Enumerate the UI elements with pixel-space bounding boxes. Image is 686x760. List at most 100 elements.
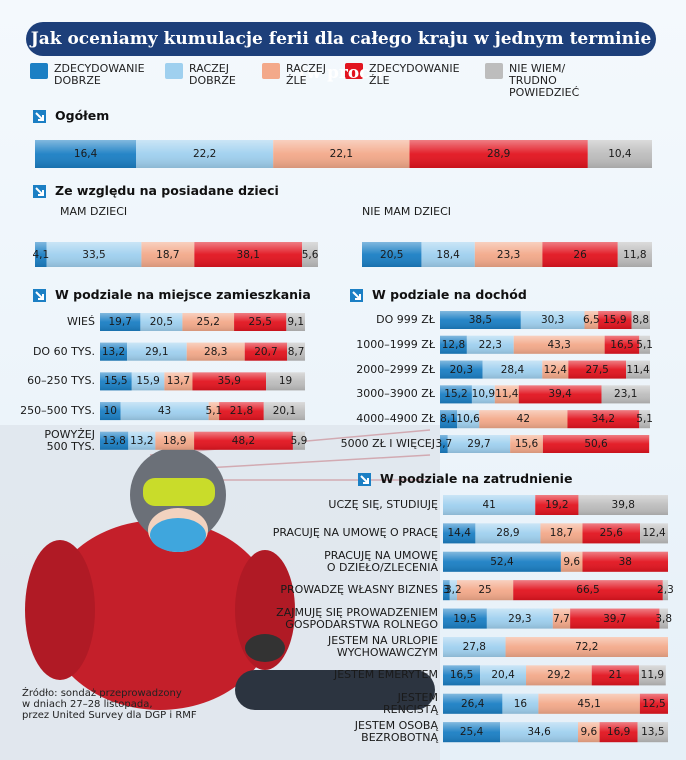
value-label: 13,7 <box>166 375 191 388</box>
section-title: Ogółem <box>55 108 110 123</box>
value-label: 12,4 <box>543 363 567 376</box>
legend-label: RACZEJ ŹLE <box>286 62 326 88</box>
value-label: 27,5 <box>585 363 609 376</box>
source-note: Źródło: sondaż przeprowadzony w dniach 2… <box>22 688 197 721</box>
value-label: 52,4 <box>490 556 514 569</box>
value-label: 22,2 <box>192 148 217 161</box>
value-label: 11,9 <box>640 669 665 682</box>
value-label: 25 <box>478 584 492 597</box>
value-label: 20,3 <box>449 363 474 376</box>
value-label: 28,9 <box>486 148 511 161</box>
category-label: WIEŚ <box>66 314 95 328</box>
section-title: Ze względu na posiadane dzieci <box>55 183 279 198</box>
value-label: 23,3 <box>496 248 521 261</box>
value-label: 38,1 <box>236 248 260 261</box>
value-label: 11,8 <box>623 248 647 261</box>
value-label: 25,5 <box>248 316 272 329</box>
legend-label: ZDECYDOWANIE DOBRZE <box>54 62 145 88</box>
category-label: 60–250 TYS. <box>27 374 95 388</box>
value-label: 45,1 <box>577 698 601 711</box>
section-icon-arrow <box>360 475 369 484</box>
value-label: 15,9 <box>603 314 627 327</box>
value-label: 12,4 <box>642 527 666 540</box>
value-label: 10,9 <box>471 388 496 401</box>
value-label: 9,6 <box>580 726 598 739</box>
value-label: 13,8 <box>102 435 126 448</box>
value-label: 19,2 <box>545 499 569 512</box>
section-title: W podziale na dochód <box>372 287 527 302</box>
legend-swatch <box>165 63 183 79</box>
value-label: 34,6 <box>527 726 551 739</box>
section-icon-arrow <box>35 112 44 121</box>
value-label: 12,5 <box>642 698 666 711</box>
value-label: 18,7 <box>156 248 180 261</box>
value-label: 18,4 <box>436 248 460 261</box>
category-label: PRACUJĘ NA UMOWĘ O PRACĘ <box>272 526 438 540</box>
value-label: 29,7 <box>467 438 491 451</box>
value-label: 7,7 <box>553 612 570 625</box>
value-label: 15,6 <box>514 438 539 451</box>
value-label: 10,4 <box>608 148 632 161</box>
value-label: 41 <box>482 499 496 512</box>
category-label: UCZĘ SIĘ, STUDIUJĘ <box>328 497 438 511</box>
value-label: 72,2 <box>575 641 599 654</box>
value-label: 16,5 <box>449 669 474 682</box>
value-label: 20,7 <box>254 345 278 358</box>
value-label: 13,5 <box>641 726 665 739</box>
section-icon-arrow <box>35 291 44 300</box>
value-label: 21 <box>608 669 623 682</box>
value-label: 39,8 <box>611 499 635 512</box>
value-label: 20,5 <box>380 248 404 261</box>
value-label: 23,1 <box>614 388 638 401</box>
category-label: 4000–4900 ZŁ <box>356 412 435 426</box>
legend-label: ZDECYDOWANIE ŹLE <box>369 62 460 88</box>
value-label: 28,3 <box>204 345 228 358</box>
value-label: 38 <box>618 556 632 569</box>
category-label: 5000 ZŁ I WIĘCEJ <box>340 436 435 450</box>
value-label: 25,2 <box>196 316 220 329</box>
value-label: 48,2 <box>231 435 256 448</box>
value-label: 3,7 <box>435 438 453 451</box>
category-label: JESTEM NA URLOPIE WYCHOWAWCZYM <box>328 633 438 659</box>
title-banner <box>26 22 656 56</box>
value-label: 15,9 <box>136 375 160 388</box>
section-icon-arrow <box>352 291 361 300</box>
legend-swatch <box>30 63 48 79</box>
category-label: 2000–2999 ZŁ <box>356 362 435 376</box>
legend-swatch <box>345 63 363 79</box>
value-label: 19 <box>278 375 293 388</box>
legend-swatch <box>485 63 503 79</box>
value-label: 26 <box>573 248 587 261</box>
value-label: 25,6 <box>599 527 623 540</box>
value-label: 66,5 <box>576 584 600 597</box>
value-label: 11,4 <box>626 363 650 376</box>
category-label: DO 999 ZŁ <box>376 312 435 326</box>
value-label: 19,5 <box>453 612 477 625</box>
value-label: 5,1 <box>636 413 653 426</box>
category-label: DO 60 TYS. <box>32 344 95 358</box>
value-label: 28,4 <box>500 363 525 376</box>
value-label: 16,9 <box>606 726 631 739</box>
category-label: 3000–3900 ZŁ <box>356 387 435 401</box>
value-label: 22,1 <box>329 148 354 161</box>
value-label: 22,3 <box>478 339 502 352</box>
category-label: MAM DZIECI <box>60 205 128 218</box>
legend-label: NIE WIEM/ TRUDNO POWIEDZIEĆ <box>509 62 580 100</box>
value-label: 42 <box>516 413 531 426</box>
value-label: 20,4 <box>491 669 515 682</box>
value-label: 29,2 <box>547 669 571 682</box>
category-label: ZAJMUJĘ SIĘ PROWADZENIEM GOSPODARSTWA RO… <box>276 605 438 631</box>
value-label: 5,1 <box>205 405 223 418</box>
value-label: 20,5 <box>149 316 174 329</box>
category-label: JESTEM EMERYTEM <box>333 668 438 682</box>
section-title: W podziale na miejsce zamieszkania <box>55 287 311 302</box>
value-label: 5,1 <box>636 339 653 352</box>
category-label: NIE MAM DZIECI <box>362 205 452 218</box>
legend-swatch <box>262 63 280 79</box>
value-label: 43,3 <box>547 339 571 352</box>
value-label: 8,1 <box>440 413 457 426</box>
value-label: 8,7 <box>287 345 305 358</box>
category-label: PROWADZĘ WŁASNY BIZNES <box>280 583 438 597</box>
section-title: W podziale na zatrudnienie <box>380 471 573 486</box>
value-label: 3 <box>443 584 450 597</box>
